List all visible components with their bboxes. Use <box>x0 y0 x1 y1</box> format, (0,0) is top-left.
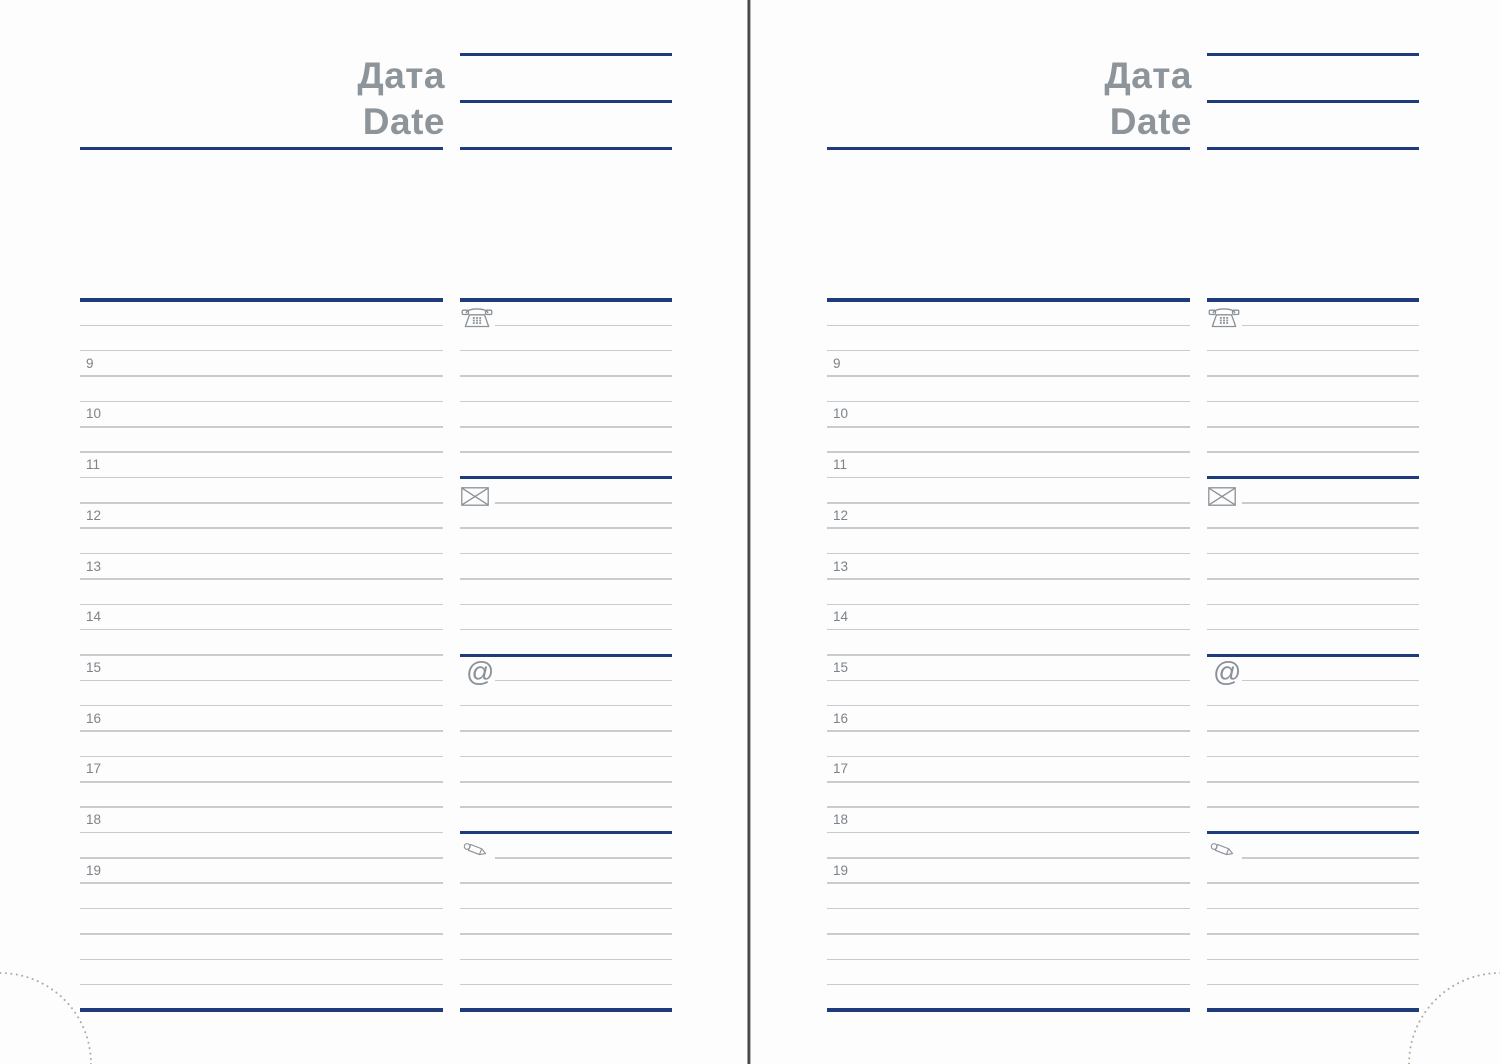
corner-perforation-right <box>1408 972 1500 1064</box>
page-gutter <box>747 0 751 1064</box>
corner-perforation-left <box>0 972 92 1064</box>
